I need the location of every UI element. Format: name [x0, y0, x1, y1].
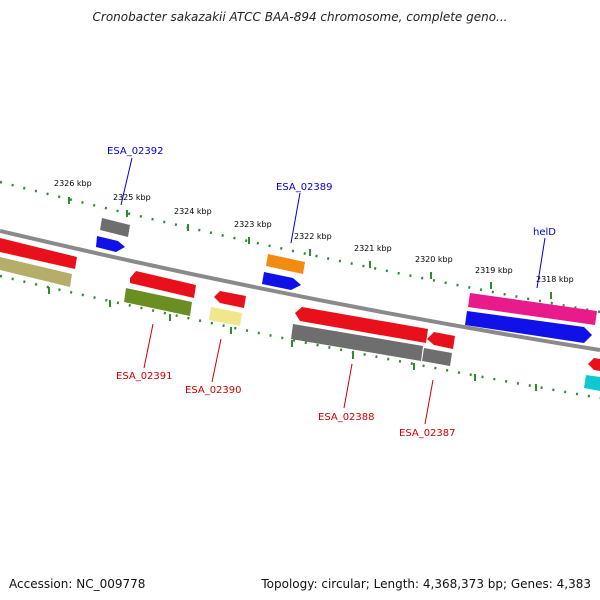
- gene-feature[interactable]: [291, 324, 423, 361]
- accession-text: Accession: NC_009778: [9, 577, 146, 591]
- gene-label-ESA_02388[interactable]: ESA_02388: [318, 412, 375, 423]
- gene-feature[interactable]: [0, 238, 77, 269]
- scale-label: 2321 kbp: [354, 244, 392, 253]
- gene-label-ESA_02391[interactable]: ESA_02391: [116, 371, 173, 382]
- reverse-features: [124, 271, 600, 391]
- inner-ticks: [48, 287, 537, 391]
- gene-label-ESA_02392[interactable]: ESA_02392: [107, 146, 164, 157]
- backbone-line: [0, 229, 600, 352]
- forward-features: [0, 218, 597, 343]
- gene-label-ESA_02387[interactable]: ESA_02387: [399, 428, 456, 439]
- gene-feature[interactable]: [422, 348, 452, 366]
- map-title: Cronobacter sakazakii ATCC BAA-894 chrom…: [92, 10, 508, 24]
- gene-feature[interactable]: [262, 272, 301, 290]
- scale-label: 2325 kbp: [113, 193, 151, 202]
- gene-label-ESA_02389[interactable]: ESA_02389: [276, 182, 333, 193]
- scale-label: 2318 kbp: [536, 275, 574, 284]
- gene-feature[interactable]: [130, 271, 196, 298]
- scale-label: 2319 kbp: [475, 266, 513, 275]
- gene-feature[interactable]: [209, 307, 242, 326]
- scale-ticks: [68, 197, 552, 299]
- gene-feature[interactable]: [100, 218, 130, 237]
- gene-feature[interactable]: [96, 236, 125, 252]
- scale-label: 2322 kbp: [294, 232, 332, 241]
- gene-feature[interactable]: [0, 257, 72, 287]
- gene-feature[interactable]: [427, 332, 455, 349]
- scale-label: 2326 kbp: [54, 179, 92, 188]
- gene-label-helD[interactable]: helD: [533, 227, 556, 238]
- gene-feature[interactable]: [584, 375, 600, 391]
- scale-label: 2324 kbp: [174, 207, 212, 216]
- gene-feature[interactable]: [588, 358, 600, 371]
- gene-feature[interactable]: [124, 288, 192, 316]
- scale-label: 2323 kbp: [234, 220, 272, 229]
- gene-feature[interactable]: [468, 293, 597, 325]
- gene-feature[interactable]: [266, 254, 305, 274]
- genome-summary-text: Topology: circular; Length: 4,368,373 bp…: [261, 577, 591, 591]
- gene-feature[interactable]: [214, 291, 246, 308]
- gene-feature[interactable]: [295, 307, 428, 343]
- gene-label-ESA_02390[interactable]: ESA_02390: [185, 385, 242, 396]
- scale-label: 2320 kbp: [415, 255, 453, 264]
- outer-ruler: [0, 180, 600, 314]
- gene-feature[interactable]: [465, 311, 592, 343]
